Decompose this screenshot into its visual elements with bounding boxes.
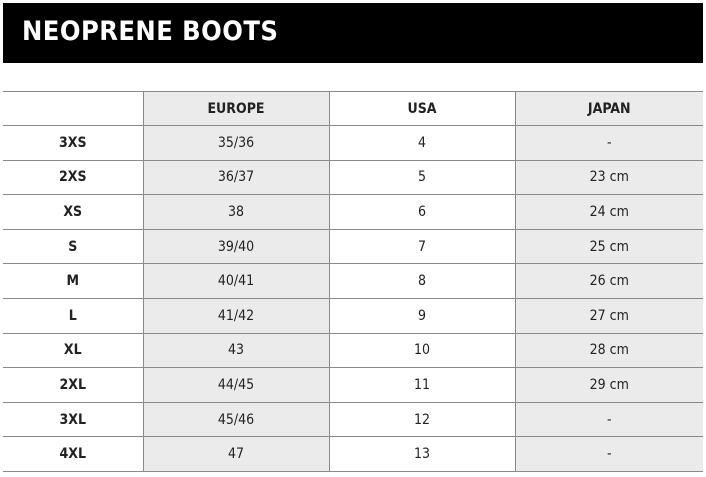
europe-cell: 41/42 <box>142 297 330 334</box>
japan-cell: - <box>514 436 703 472</box>
japan-cell: 28 cm <box>514 332 703 369</box>
japan-cell: - <box>514 125 703 161</box>
japan-cell: 23 cm <box>514 159 703 196</box>
size-chart-table: EUROPE USA JAPAN 3XS 35/36 4-2XS 36/37 5 23 c… <box>3 91 703 472</box>
table-row: S 39/40 7 25 cm <box>3 228 703 265</box>
europe-cell: 47 <box>142 436 330 472</box>
table-row: L 41/42 9 27 cm <box>3 297 703 334</box>
europe-cell: 40/41 <box>142 263 330 299</box>
size-cell: M <box>3 263 144 299</box>
table-row: 4XL 47 13- <box>3 436 703 472</box>
table-row: 3XL 45/46 12- <box>3 401 703 438</box>
table-row: 3XS 35/36 4- <box>3 125 703 161</box>
europe-cell: 43 <box>142 332 330 369</box>
europe-cell: 45/46 <box>142 401 330 438</box>
usa-cell: 5 <box>328 159 516 196</box>
size-cell: 2XL <box>3 367 144 403</box>
table-row: M 40/41 8 26 cm <box>3 263 703 299</box>
header-europe: EUROPE <box>142 91 330 126</box>
title-bar: NEOPRENE BOOTS <box>3 3 703 63</box>
usa-cell: 4 <box>328 125 516 161</box>
japan-cell: - <box>514 401 703 438</box>
usa-cell: 12 <box>328 401 516 438</box>
size-cell: L <box>3 297 144 334</box>
japan-cell: 27 cm <box>514 297 703 334</box>
size-cell: 3XL <box>3 401 144 438</box>
header-row: EUROPE USA JAPAN <box>3 91 703 126</box>
page-title: NEOPRENE BOOTS <box>22 16 279 47</box>
header-size <box>3 91 144 126</box>
table-row: XS 38 6 24 cm <box>3 194 703 230</box>
usa-cell: 8 <box>328 263 516 299</box>
europe-cell: 35/36 <box>142 125 330 161</box>
size-cell: XL <box>3 332 144 369</box>
japan-cell: 29 cm <box>514 367 703 403</box>
japan-cell: 25 cm <box>514 228 703 265</box>
size-cell: 2XS <box>3 159 144 196</box>
europe-cell: 44/45 <box>142 367 330 403</box>
usa-cell: 13 <box>328 436 516 472</box>
table-row: XL 43 10 28 cm <box>3 332 703 369</box>
europe-cell: 36/37 <box>142 159 330 196</box>
table-row: 2XL 44/45 11 29 cm <box>3 367 703 403</box>
usa-cell: 7 <box>328 228 516 265</box>
size-cell: S <box>3 228 144 265</box>
size-cell: XS <box>3 194 144 230</box>
size-cell: 4XL <box>3 436 144 472</box>
europe-cell: 38 <box>142 194 330 230</box>
usa-cell: 11 <box>328 367 516 403</box>
header-usa: USA <box>328 91 516 126</box>
table-row: 2XS 36/37 5 23 cm <box>3 159 703 196</box>
usa-cell: 9 <box>328 297 516 334</box>
usa-cell: 6 <box>328 194 516 230</box>
size-cell: 3XS <box>3 125 144 161</box>
header-japan: JAPAN <box>514 91 703 126</box>
japan-cell: 26 cm <box>514 263 703 299</box>
usa-cell: 10 <box>328 332 516 369</box>
europe-cell: 39/40 <box>142 228 330 265</box>
japan-cell: 24 cm <box>514 194 703 230</box>
